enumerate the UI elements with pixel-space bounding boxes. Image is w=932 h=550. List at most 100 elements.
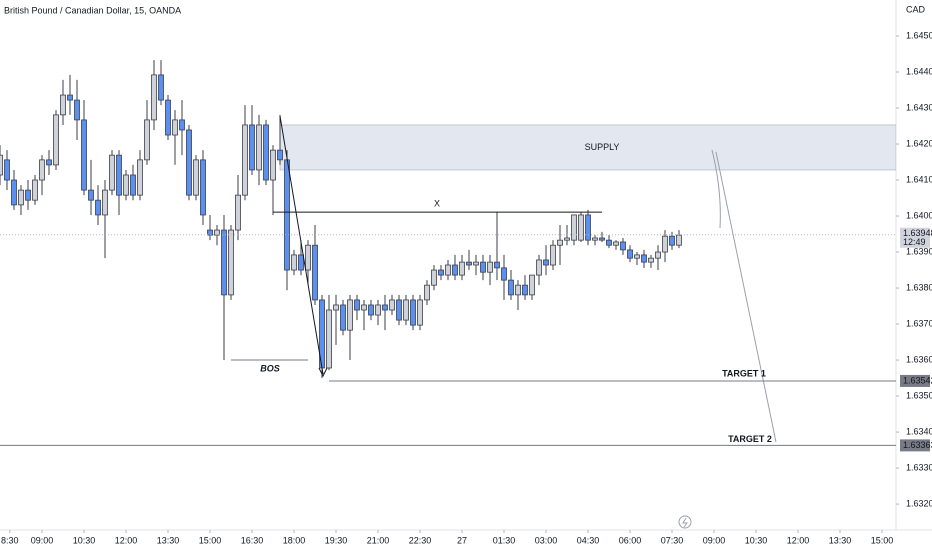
candle-body <box>46 159 52 166</box>
y-tick-label: 1.63800 <box>906 282 932 292</box>
candle-body <box>95 199 101 216</box>
candle-body <box>431 269 437 286</box>
candle-body <box>592 237 598 241</box>
candle-body <box>368 304 374 316</box>
candle-body <box>326 309 332 369</box>
candle-body <box>193 159 199 196</box>
x-tick-label: 01:30 <box>493 535 516 545</box>
candle-body <box>669 235 675 246</box>
chart-title: British Pound / Canadian Dollar, 15, OAN… <box>4 5 181 15</box>
candle-body <box>249 124 255 171</box>
candle-body <box>445 264 451 276</box>
replay-icon[interactable] <box>678 515 692 529</box>
x-tick-label: 15:00 <box>871 535 894 545</box>
candle-body <box>25 189 31 201</box>
candle-body <box>74 99 80 121</box>
candle-body <box>39 159 45 181</box>
level-label: TARGET 1 <box>722 368 766 378</box>
candle-body <box>606 239 612 246</box>
candle-body <box>648 257 654 263</box>
y-tick-label: 1.63200 <box>906 498 932 508</box>
x-tick-label: 22:30 <box>409 535 432 545</box>
candle-body <box>571 214 577 241</box>
candle-body <box>459 261 465 276</box>
y-tick-label: 1.64200 <box>906 138 932 148</box>
candle-body <box>340 304 346 331</box>
candle-body <box>452 264 458 276</box>
y-tick-label: 1.63600 <box>906 354 932 364</box>
candle-body <box>620 241 626 251</box>
candle-body <box>522 284 528 296</box>
candle-body <box>515 284 521 296</box>
candle-body <box>354 299 360 311</box>
candle-body <box>270 149 276 181</box>
candle-body <box>312 244 318 301</box>
candle-body <box>305 244 311 271</box>
x-tick-label: 07:30 <box>661 535 684 545</box>
candle-body <box>410 299 416 326</box>
candle-body <box>151 74 157 121</box>
candle-body <box>102 189 108 216</box>
candle-body <box>88 189 94 201</box>
y-tick-label: 1.64300 <box>906 102 932 112</box>
y-tick-label: 1.63400 <box>906 426 932 436</box>
x-tick-label: 18:00 <box>283 535 306 545</box>
candle-body <box>396 299 402 321</box>
candle-body <box>221 229 227 296</box>
candle-body <box>256 124 262 171</box>
candle-body <box>641 254 647 263</box>
candle-body <box>662 235 668 253</box>
candle-body <box>0 154 3 176</box>
candle-body <box>81 119 87 191</box>
candle-body <box>11 179 17 206</box>
candle-body <box>564 237 570 241</box>
level-price-label: 1.63363 <box>903 440 932 450</box>
x-tick-label: 8:30 <box>1 535 19 545</box>
candle-body <box>109 154 115 191</box>
level-price-label: 1.63542 <box>903 375 932 385</box>
candle-body <box>165 99 171 136</box>
impulse-arrow <box>279 115 328 378</box>
candle-body <box>298 254 304 271</box>
x-tick-label: 13:30 <box>829 535 852 545</box>
candle-body <box>4 159 10 181</box>
candle-body <box>144 119 150 161</box>
level-label: X <box>434 198 440 208</box>
level-label: TARGET 2 <box>728 434 772 444</box>
y-axis-label: CAD <box>906 4 926 14</box>
x-tick-label: 15:00 <box>199 535 222 545</box>
x-tick-label: 12:00 <box>115 535 138 545</box>
plot <box>0 60 896 379</box>
supply-zone-label: SUPPLY <box>585 142 620 152</box>
y-tick-label: 1.63500 <box>906 390 932 400</box>
candle-body <box>18 189 24 206</box>
x-tick-label: 09:00 <box>31 535 54 545</box>
x-tick-label: 19:30 <box>325 535 348 545</box>
y-tick-label: 1.64100 <box>906 174 932 184</box>
candle-body <box>480 261 486 273</box>
candle-body <box>158 74 164 101</box>
candle-body <box>627 249 633 259</box>
candle-body <box>116 154 122 196</box>
projection-path <box>711 149 777 443</box>
candle-body <box>375 304 381 316</box>
candle-body <box>242 124 248 196</box>
candle-body <box>291 254 297 271</box>
candle-body <box>578 214 584 241</box>
candle-body <box>179 119 185 131</box>
last-price-label: 1.63948 <box>903 228 932 238</box>
level-label: BOS <box>260 363 280 373</box>
y-tick-label: 1.64500 <box>906 30 932 40</box>
candle-body <box>487 261 493 273</box>
y-tick-label: 1.63700 <box>906 318 932 328</box>
candle-body <box>347 299 353 331</box>
candle-body <box>263 124 269 181</box>
y-tick-label: 1.63300 <box>906 462 932 472</box>
x-tick-label: 21:00 <box>367 535 390 545</box>
candle-body <box>53 114 59 166</box>
candle-body <box>172 119 178 136</box>
x-tick-label: 13:30 <box>157 535 180 545</box>
candle-body <box>235 194 241 231</box>
x-tick-label: 09:00 <box>703 535 726 545</box>
candle-body <box>543 259 549 266</box>
